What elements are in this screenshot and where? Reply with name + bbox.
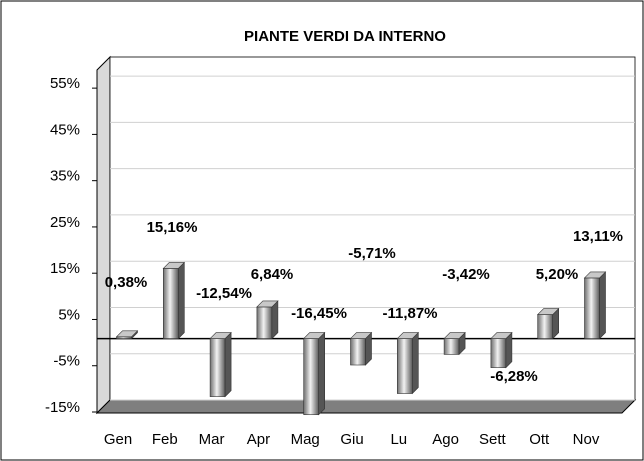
data-label: 6,84%: [251, 266, 294, 283]
x-tick-label: Mag: [291, 431, 320, 448]
bar-face: [443, 332, 466, 339]
bar: [302, 331, 326, 416]
bar-face: [536, 308, 560, 315]
bar-face: [302, 332, 326, 339]
bar-face: [318, 331, 326, 416]
x-tick-label: Ago: [432, 431, 459, 448]
bar: [115, 330, 139, 340]
bar-face: [303, 338, 320, 416]
x-tick-label: Nov: [573, 431, 600, 448]
bar-face: [490, 338, 507, 368]
bar-face: [349, 332, 373, 339]
y-tick-label: 15%: [50, 260, 80, 277]
plot-area: [95, 55, 637, 415]
bar-face: [583, 271, 607, 279]
y-tick-label: -5%: [53, 353, 80, 370]
bar-face: [224, 331, 232, 398]
bar-face: [115, 330, 139, 338]
x-tick-label: Ott: [529, 431, 550, 448]
bar-face: [396, 332, 420, 339]
bar-face: [163, 268, 179, 339]
chart-title: PIANTE VERDI DA INTERNO: [244, 28, 446, 45]
data-label: -5,71%: [348, 245, 396, 262]
bar-face: [490, 332, 513, 339]
bar-face: [350, 338, 366, 366]
y-tick-label: 5%: [58, 306, 80, 323]
x-tick-label: Apr: [247, 431, 270, 448]
bar-face: [599, 271, 606, 340]
bar-face: [256, 300, 279, 308]
data-label: -3,42%: [442, 266, 490, 283]
y-tick-label: 55%: [50, 75, 80, 92]
bar: [209, 331, 232, 398]
bar-face: [411, 331, 419, 395]
bar-face: [443, 338, 460, 355]
bar: [583, 271, 607, 340]
side-wall: [96, 55, 111, 415]
bar-face: [178, 261, 185, 340]
data-label: 0,38%: [105, 274, 148, 291]
data-label: 15,16%: [147, 219, 198, 236]
bar: [536, 307, 560, 340]
data-label: -6,28%: [490, 368, 538, 385]
x-tick-label: Sett: [479, 431, 507, 448]
y-tick-label: 35%: [50, 168, 80, 185]
y-tick-label: -15%: [45, 399, 80, 416]
y-tick-label: 25%: [50, 214, 80, 231]
x-tick-label: Lu: [390, 431, 407, 448]
bar-face: [584, 277, 600, 339]
x-tick-label: Gen: [104, 431, 132, 448]
bar-face: [256, 306, 273, 339]
bar: [349, 331, 373, 366]
data-label: -16,45%: [291, 305, 347, 322]
back-wall: [109, 56, 636, 401]
bar-face: [271, 300, 279, 340]
data-label: 5,20%: [536, 266, 579, 283]
data-label: -11,87%: [382, 305, 437, 322]
y-tick-label: 45%: [50, 121, 80, 138]
data-label: 13,11%: [573, 228, 623, 245]
bar-face: [209, 338, 226, 397]
x-tick-label: Giu: [340, 431, 363, 448]
bar-face: [162, 262, 186, 269]
bar: [256, 300, 279, 340]
floor: [95, 399, 637, 414]
bar-face: [209, 332, 232, 339]
bar: [443, 331, 466, 356]
bar-face: [537, 314, 554, 339]
x-tick-label: Mar: [199, 431, 225, 448]
bar-face: [396, 338, 413, 394]
bar: [396, 331, 420, 395]
bar: [490, 331, 513, 369]
bar: [162, 261, 186, 340]
x-tick-label: Feb: [152, 431, 178, 448]
data-label: -12,54%: [196, 285, 252, 302]
